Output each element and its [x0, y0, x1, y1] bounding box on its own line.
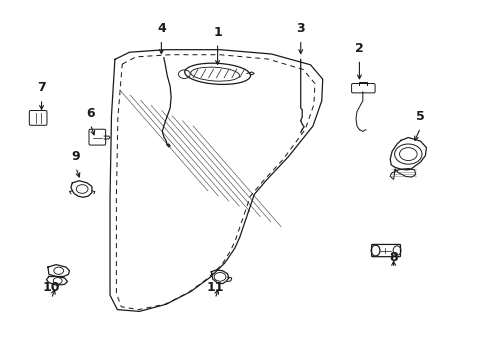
- Text: 1: 1: [213, 26, 222, 39]
- Text: 9: 9: [71, 150, 80, 163]
- Text: 11: 11: [206, 281, 224, 294]
- Text: 4: 4: [157, 22, 165, 35]
- Text: 10: 10: [42, 281, 60, 294]
- Text: 5: 5: [415, 110, 424, 123]
- Text: 7: 7: [37, 81, 46, 94]
- Text: 2: 2: [354, 42, 363, 55]
- Text: 8: 8: [388, 251, 397, 264]
- Text: 3: 3: [296, 22, 305, 35]
- Text: 6: 6: [86, 107, 95, 120]
